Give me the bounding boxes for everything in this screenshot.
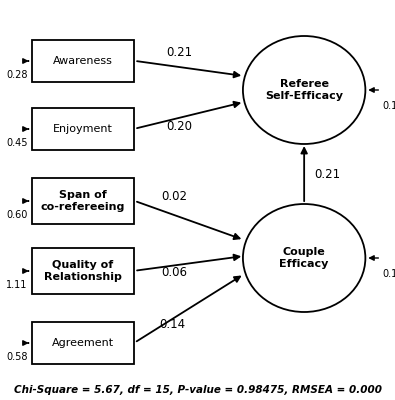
FancyBboxPatch shape: [32, 40, 134, 82]
Text: Span of
co-refereeing: Span of co-refereeing: [41, 190, 125, 212]
Text: Couple
Efficacy: Couple Efficacy: [280, 247, 329, 269]
Text: 1.11: 1.11: [6, 280, 27, 290]
FancyBboxPatch shape: [32, 248, 134, 294]
Text: Quality of
Relationship: Quality of Relationship: [44, 260, 122, 282]
Text: Referee
Self-Efficacy: Referee Self-Efficacy: [265, 79, 343, 101]
Text: 0.60: 0.60: [6, 210, 27, 220]
Text: Awareness: Awareness: [53, 56, 113, 66]
Text: 0.21: 0.21: [314, 168, 340, 180]
Text: 0.06: 0.06: [161, 266, 187, 279]
Text: Chi-Square = 5.67, df = 15, P-value = 0.98475, RMSEA = 0.000: Chi-Square = 5.67, df = 15, P-value = 0.…: [13, 385, 382, 395]
Text: 0.02: 0.02: [161, 190, 187, 202]
Text: 0.14: 0.14: [382, 101, 395, 111]
Text: 0.20: 0.20: [167, 120, 193, 132]
FancyBboxPatch shape: [32, 322, 134, 364]
Text: 0.58: 0.58: [6, 352, 27, 362]
Text: 0.14: 0.14: [159, 318, 185, 331]
Text: Agreement: Agreement: [52, 338, 114, 348]
Text: 0.21: 0.21: [167, 46, 193, 58]
Ellipse shape: [243, 204, 365, 312]
Text: 0.28: 0.28: [6, 70, 27, 80]
Text: Enjoyment: Enjoyment: [53, 124, 113, 134]
FancyBboxPatch shape: [32, 108, 134, 150]
Text: 0.15: 0.15: [382, 269, 395, 279]
Text: 0.45: 0.45: [6, 138, 27, 148]
Ellipse shape: [243, 36, 365, 144]
FancyBboxPatch shape: [32, 178, 134, 224]
